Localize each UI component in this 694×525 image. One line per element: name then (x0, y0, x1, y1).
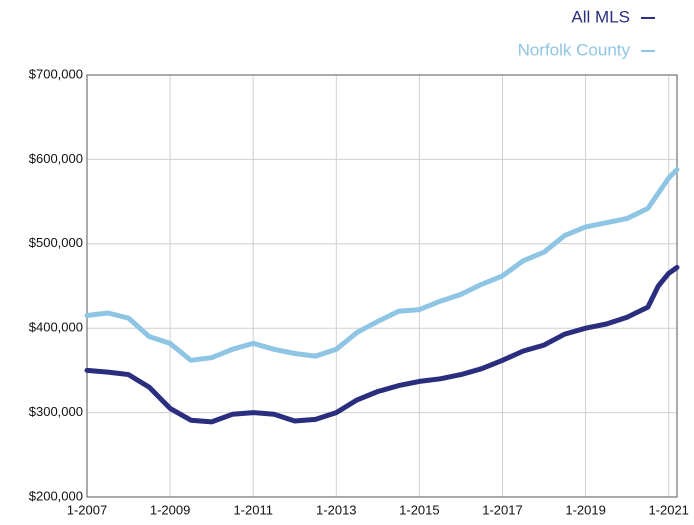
x-tick-label: 1-2013 (316, 502, 356, 517)
plot-frame (86, 74, 678, 498)
line-series (84, 167, 680, 363)
y-tick-label: $400,000 (29, 320, 83, 335)
legend-label: All MLS (571, 7, 630, 26)
x-tick-label: 1-2009 (150, 502, 190, 517)
y-tick-label: $700,000 (29, 66, 83, 81)
y-tick-label: $200,000 (29, 488, 83, 503)
x-tick-label: 1-2017 (482, 502, 522, 517)
y-tick-label: $300,000 (29, 404, 83, 419)
legend-label: Norfolk County (518, 40, 631, 59)
y-tick-label: $500,000 (29, 235, 83, 250)
x-tick-label: 1-2019 (565, 502, 605, 517)
x-tick-label: 1-2015 (399, 502, 439, 517)
line-series (84, 264, 680, 425)
x-tick-label: 1-2021 (648, 502, 688, 517)
x-tick-label: 1-2007 (67, 502, 107, 517)
y-tick-label: $600,000 (29, 151, 83, 166)
x-tick-label: 1-2011 (233, 502, 273, 517)
